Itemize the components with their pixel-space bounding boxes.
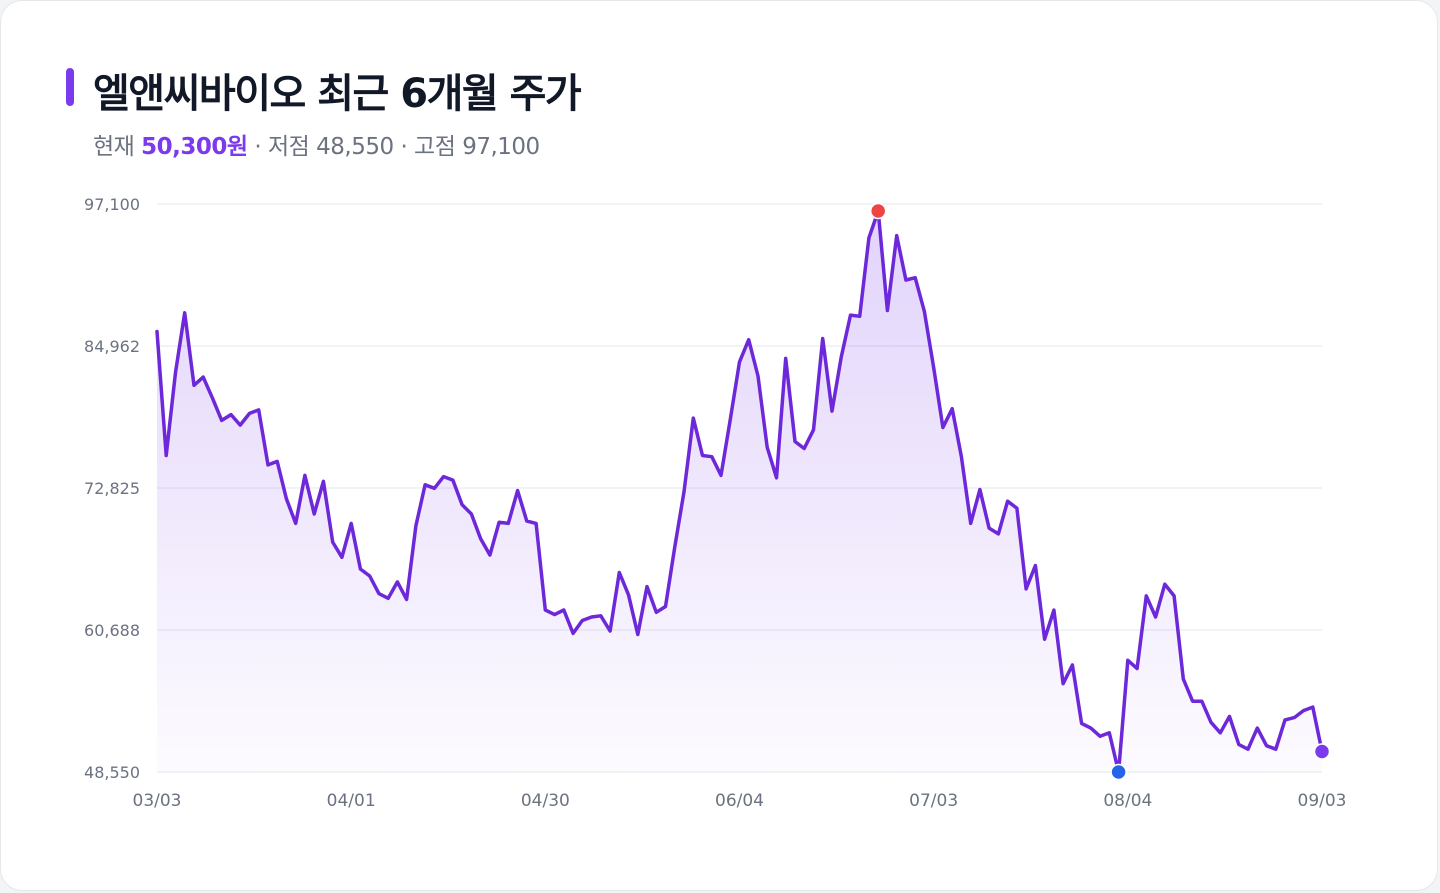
x-tick-label: 09/03 [1298,791,1347,811]
y-tick-label: 72,825 [84,479,140,498]
low-price: 48,550 [316,134,394,160]
high-point-marker [869,202,887,220]
y-tick-label: 84,962 [84,337,140,356]
high-label: · 고점 [400,134,456,160]
current-label: 현재 [93,134,135,160]
x-tick-label: 03/03 [133,791,182,811]
x-tick-label: 06/04 [715,791,764,811]
y-tick-label: 60,688 [84,621,140,640]
x-tick-label: 07/03 [909,791,958,811]
current-price: 50,300원 [141,134,248,160]
x-axis: 03/03 04/01 04/30 06/04 07/03 08/04 09/03 [133,791,1347,811]
title-accent-bar [66,68,74,106]
y-tick-label: 97,100 [84,195,140,214]
low-point-marker [1110,763,1127,781]
price-line [155,209,1324,774]
y-tick-label: 48,550 [84,763,140,782]
high-price: 97,100 [462,134,540,160]
chart-title: 엘앤씨바이오 최근 6개월 주가 [93,71,582,117]
y-axis: 48,550 60,688 72,825 84,962 97,100 [84,195,140,782]
price-area [157,211,1322,772]
x-tick-label: 04/30 [521,791,570,811]
price-summary: 현재 50,300원 · 저점 48,550 · 고점 97,100 [93,127,540,161]
markers [869,202,1331,781]
x-tick-label: 04/01 [327,791,376,811]
low-label: · 저점 [254,134,310,160]
x-tick-label: 08/04 [1103,791,1152,811]
current-point-marker [1313,743,1331,760]
